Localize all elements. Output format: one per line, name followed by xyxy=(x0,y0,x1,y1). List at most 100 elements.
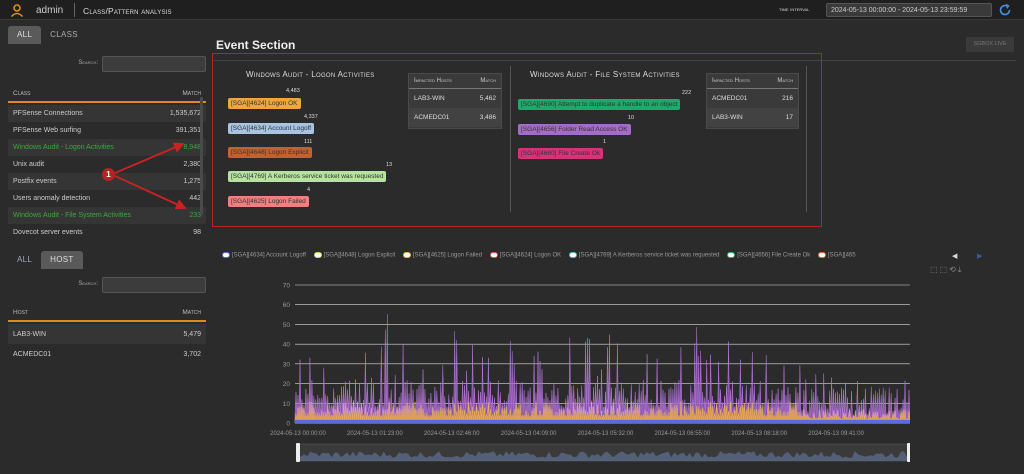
legend-label: [SGA][4625] Logon Failed xyxy=(413,252,483,259)
legend-dot-icon xyxy=(727,252,736,258)
host-search-input[interactable] xyxy=(102,277,206,293)
row-name: Unix audit xyxy=(13,161,45,168)
event-pill[interactable]: [SGA][4625] Logon Failed xyxy=(228,196,309,207)
table-row[interactable]: Users anomaly detection 442 xyxy=(8,190,206,207)
legend-prev-icon[interactable]: ◀ xyxy=(952,253,958,260)
x-tick-label: 2024-05-13 01:23:00 xyxy=(347,431,403,437)
table-row[interactable]: ACMEDC01 3,486 xyxy=(409,108,501,127)
class-search: Search: xyxy=(8,56,206,76)
table-row[interactable]: ACMEDC01 216 xyxy=(707,89,798,108)
legend-label: [SGA][4648] Logon Explicit xyxy=(323,252,396,259)
legend-item[interactable]: [SGA][465 xyxy=(817,252,856,259)
event-pill[interactable]: [SGA][4634] Account Logoff xyxy=(228,123,315,134)
sgbox-live-button[interactable]: SGBOX LIVE xyxy=(966,37,1014,52)
legend-dot-icon xyxy=(489,252,498,258)
legend-item[interactable]: [SGA][4648] Logon Explicit xyxy=(313,252,396,259)
event-pill[interactable]: [SGA][4690] Attempt to duplicate a handl… xyxy=(518,99,681,110)
table-row[interactable]: LAB3-WIN 5,479 xyxy=(8,324,206,344)
x-tick-label: 2024-05-13 02:46:00 xyxy=(424,431,480,437)
impacted-hosts-header: Impacted Hosts Match xyxy=(707,74,798,89)
event-pill[interactable]: [SGA][4656] Folder Read Access OK xyxy=(518,124,631,135)
row-match: 2,380 xyxy=(183,161,201,168)
event-section-title: Event Section xyxy=(216,38,296,52)
event-pill[interactable]: [SGA][4648] Logon Explicit xyxy=(228,147,312,158)
series-area xyxy=(294,314,910,424)
restore-icon[interactable]: ⟲ xyxy=(949,265,958,274)
event-pill[interactable]: [SGA][4769] A Kerberos service ticket wa… xyxy=(228,171,387,182)
row-match: 391,351 xyxy=(175,127,201,134)
legend-label: [SGA][4769] A Kerberos service ticket wa… xyxy=(578,252,720,259)
table-row[interactable]: Windows Audit - Logon Activities 8,948 xyxy=(8,139,206,156)
divider xyxy=(212,60,1016,61)
legend-label: [SGA][4656] File Create Ok xyxy=(737,252,811,259)
table-row[interactable]: Postfix events 1,275 xyxy=(8,173,206,190)
download-icon[interactable]: ⤓ xyxy=(957,265,964,274)
table-row[interactable]: PFSense Web surfing 391,351 xyxy=(8,122,206,139)
col-class[interactable]: Class xyxy=(13,90,31,97)
table-row[interactable]: Dovecot server events 98 xyxy=(8,224,206,241)
class-table-header: Class Match xyxy=(8,86,206,103)
chart-toolbox: ⬚⬚⟲⤓ xyxy=(930,265,963,275)
class-search-input[interactable] xyxy=(102,56,206,72)
legend-dot-icon xyxy=(222,252,230,258)
table-row[interactable]: LAB3-WIN 5,462 xyxy=(409,89,501,108)
legend-item[interactable]: [SGA][4656] File Create Ok xyxy=(727,252,810,259)
highlight-box xyxy=(212,53,822,227)
logon-impacted-hosts: Impacted Hosts Match LAB3-WIN 5,462 ACMEDC… xyxy=(408,73,502,129)
zoom-handle-right xyxy=(907,443,910,462)
table-row[interactable]: ACMEDC01 3,702 xyxy=(8,344,206,364)
host-name: LAB3-WIN xyxy=(414,95,445,102)
row-name: PFSense Web surfing xyxy=(13,127,81,134)
refresh-icon[interactable] xyxy=(998,3,1012,17)
zoom-icon[interactable]: ⬚ xyxy=(930,265,940,274)
y-tick-label: 40 xyxy=(283,342,291,349)
row-match: 1,275 xyxy=(183,178,201,185)
host-tabs: ALL HOST xyxy=(8,251,206,269)
table-row[interactable]: PFSense Connections 1,535,672 xyxy=(8,105,206,122)
col-impacted-hosts: Impacted Hosts xyxy=(414,78,452,84)
event-count: 1 xyxy=(603,139,607,145)
table-row[interactable]: LAB3-WIN 17 xyxy=(707,108,798,127)
legend-dot-icon xyxy=(568,252,577,258)
legend-item[interactable]: [SGA][4769] A Kerberos service ticket wa… xyxy=(568,252,720,259)
username[interactable]: admin xyxy=(36,5,64,16)
host-match: 5,462 xyxy=(479,95,496,102)
event-pill[interactable]: [SGA][4624] Logon OK xyxy=(228,98,301,109)
col-match[interactable]: Match xyxy=(182,309,201,316)
tab-all[interactable]: ALL xyxy=(8,26,42,44)
table-row[interactable]: Windows Audit - File System Activities 23… xyxy=(8,207,206,224)
legend-item[interactable]: [SGA][4634] Account Logoff xyxy=(222,252,306,259)
zoom-slider-preview xyxy=(298,451,910,461)
col-host[interactable]: Host xyxy=(13,309,28,316)
host-name: ACMEDC01 xyxy=(414,114,450,121)
class-panel: ALL CLASS Search: Class Match PFSense Co… xyxy=(8,26,206,241)
legend-dot-icon xyxy=(313,252,322,258)
legend-item[interactable]: [SGA][4624] Logon OK xyxy=(489,252,561,259)
class-scrollbar[interactable] xyxy=(200,97,203,215)
row-name: LAB3-WIN xyxy=(13,330,47,338)
row-match: 5,479 xyxy=(183,330,201,338)
fs-impacted-hosts: Impacted Hosts Match ACMEDC01 216 LAB3-WIN… xyxy=(706,73,799,129)
time-interval-label: time interval xyxy=(779,7,810,13)
legend-item[interactable]: [SGA][4625] Logon Failed xyxy=(403,252,482,259)
impacted-hosts-header: Impacted Hosts Match xyxy=(409,74,501,89)
col-match: Match xyxy=(480,78,496,84)
legend-next-icon[interactable]: ▶ xyxy=(977,253,983,260)
user-icon[interactable] xyxy=(10,3,24,17)
divider xyxy=(806,66,807,212)
row-name: Windows Audit - File System Activities xyxy=(13,212,131,219)
tab-host[interactable]: HOST xyxy=(41,251,83,269)
row-name: PFSense Connections xyxy=(13,110,83,117)
y-tick-label: 10 xyxy=(283,401,291,408)
event-pill[interactable]: [SGA][4660] File Create Ok xyxy=(518,148,604,159)
tab-class[interactable]: CLASS xyxy=(50,30,78,39)
tab-all-hosts[interactable]: ALL xyxy=(17,255,33,264)
col-match[interactable]: Match xyxy=(182,90,201,97)
table-row[interactable]: Unix audit 2,380 xyxy=(8,156,206,173)
zoom-reset-icon[interactable]: ⬚ xyxy=(939,265,950,274)
annotation-badge: 1 xyxy=(102,168,115,181)
time-interval-input[interactable] xyxy=(826,3,992,17)
host-panel: ALL HOST Search: Host Match LAB3-WIN 5,47… xyxy=(8,251,206,364)
row-match: 233 xyxy=(189,212,201,219)
